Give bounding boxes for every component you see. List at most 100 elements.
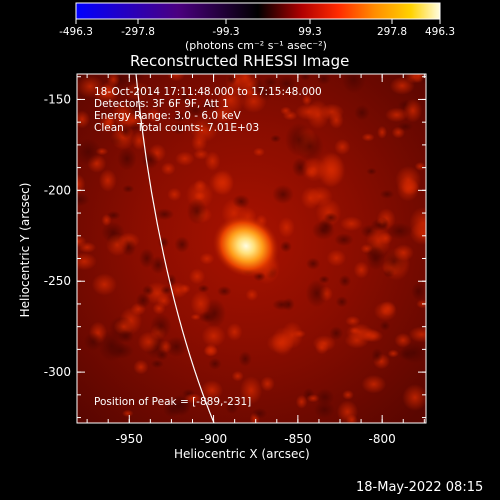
texture-blob: [201, 325, 226, 347]
texture-blob: [313, 400, 335, 419]
info-energy-range: Energy Range: 3.0 - 6.0 keV: [94, 110, 241, 122]
texture-blob: [77, 235, 87, 248]
texture-blob: [240, 376, 263, 405]
texture-blob: [156, 294, 171, 308]
texture-blob: [361, 374, 387, 394]
texture-blob: [396, 176, 420, 202]
x-axis-ticks: -950 -900 -850 -800: [86, 74, 425, 446]
texture-blob: [282, 297, 295, 311]
info-time-range: 18-Oct-2014 17:11:48.000 to 17:15:48.000: [94, 86, 322, 98]
texture-blob: [256, 83, 275, 101]
texture-blob: [253, 147, 265, 157]
texture-blob: [160, 285, 173, 295]
texture-blob: [106, 233, 129, 257]
texture-blob: [414, 162, 426, 171]
texture-blob: [198, 311, 217, 323]
texture-blob: [397, 122, 414, 132]
x-tick-label: -800: [369, 432, 396, 446]
texture-blob: [154, 208, 175, 221]
y-tick-label: -300: [44, 365, 71, 379]
colorbar-tick-label: 297.8: [377, 26, 407, 38]
texture-blob: [329, 326, 344, 341]
image-texture: [77, 74, 426, 423]
texture-blob: [77, 110, 90, 129]
texture-blob: [167, 187, 182, 202]
texture-blob: [300, 74, 311, 81]
texture-blob: [204, 151, 221, 172]
info-method-counts: Clean Total counts: 7.01E+03: [94, 122, 260, 134]
texture-blob: [127, 83, 154, 101]
texture-blob: [225, 400, 239, 415]
texture-blob: [366, 246, 386, 271]
texture-blob: [197, 284, 210, 293]
texture-blob: [119, 123, 132, 139]
texture-blob: [155, 349, 169, 361]
texture-blob: [212, 169, 235, 196]
texture-blob: [353, 261, 370, 279]
texture-blob: [326, 249, 347, 267]
texture-blob: [146, 107, 162, 124]
texture-blob: [179, 91, 190, 103]
texture-blob: [342, 390, 354, 400]
x-tick-label: -950: [116, 432, 143, 446]
texture-blob: [238, 351, 252, 367]
texture-blob: [280, 106, 292, 116]
texture-blob: [402, 384, 426, 411]
texture-blob: [184, 393, 202, 404]
colorbar-tick-label: -496.3: [59, 26, 93, 38]
texture-blob: [315, 388, 335, 406]
texture-blob: [117, 147, 137, 171]
texture-blob: [316, 74, 331, 85]
solar-limb: [135, 74, 215, 423]
texture-blob: [323, 212, 338, 223]
texture-blob: [231, 370, 244, 382]
texture-blob: [122, 184, 135, 193]
texture-blob: [186, 198, 207, 225]
texture-blob: [336, 400, 359, 423]
colorbar-unit-label: (photons cm⁻² s⁻¹ asec⁻²): [185, 39, 327, 52]
texture-blob: [334, 138, 351, 155]
footer-date: 18-May-2022 08:15: [356, 480, 484, 495]
texture-blob: [77, 138, 102, 166]
texture-blob: [385, 107, 408, 123]
texture-blob: [172, 121, 186, 135]
texture-blob: [150, 359, 164, 369]
texture-blob: [334, 233, 354, 247]
texture-blob: [349, 327, 361, 335]
peak-position-label: Position of Peak = [-889,-231]: [94, 396, 252, 408]
y-axis-label: Heliocentric Y (arcsec): [18, 182, 32, 318]
texture-blob: [77, 174, 86, 195]
colorbar-tick-label: -297.8: [121, 26, 155, 38]
texture-blob: [320, 103, 344, 121]
texture-blob: [161, 162, 176, 176]
texture-blob: [101, 214, 112, 227]
texture-blob: [122, 409, 134, 418]
texture-blob: [394, 332, 412, 348]
texture-blob: [208, 357, 222, 370]
texture-blob: [203, 345, 219, 357]
texture-blob: [162, 400, 181, 418]
texture-blob: [199, 252, 215, 265]
texture-blob: [416, 299, 426, 309]
texture-blob: [400, 341, 426, 364]
texture-blob: [370, 218, 388, 232]
texture-blob: [295, 394, 308, 409]
colorbar-tick-label: -99.3: [212, 26, 239, 38]
texture-blob: [135, 292, 151, 309]
texture-blob: [133, 359, 149, 375]
texture-blob: [200, 380, 223, 401]
info-detectors: Detectors: 3F 6F 9F, Att 1: [94, 98, 229, 110]
texture-blob: [279, 240, 292, 253]
texture-blob: [276, 75, 298, 92]
texture-blob: [306, 257, 321, 270]
texture-blob: [408, 326, 426, 343]
texture-blob: [232, 194, 250, 209]
texture-blob: [91, 273, 117, 296]
texture-blob: [190, 118, 219, 143]
texture-blob: [335, 296, 349, 308]
texture-blob: [272, 184, 294, 205]
texture-blob: [377, 125, 388, 139]
flare-source: [212, 214, 280, 278]
texture-blob: [386, 222, 413, 240]
texture-blob: [184, 103, 207, 118]
